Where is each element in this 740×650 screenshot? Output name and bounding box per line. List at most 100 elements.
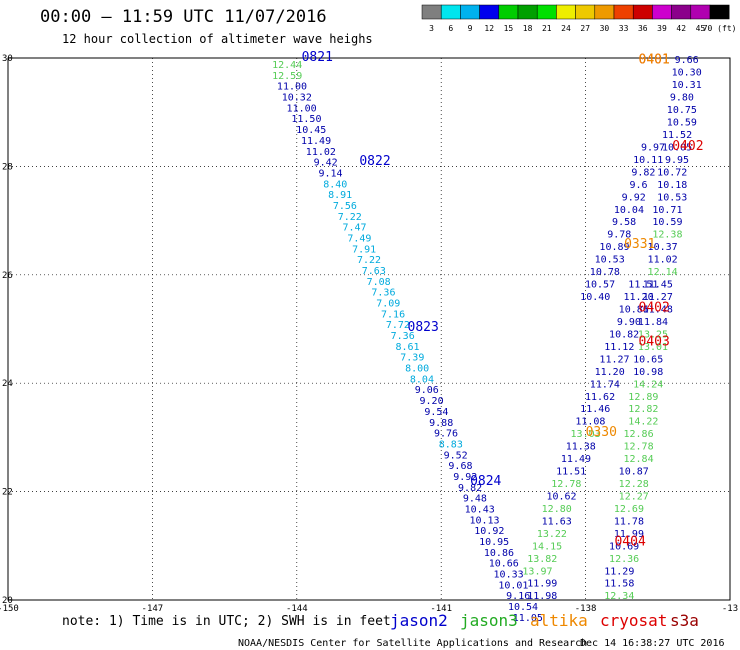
swh-value: 13.03 — [571, 429, 601, 440]
colorbar-label: 30 — [600, 24, 610, 33]
swh-value: 10.92 — [474, 526, 504, 537]
swh-value: 11.50 — [291, 114, 321, 125]
swh-value: 7.08 — [367, 277, 391, 288]
swh-value: 10.78 — [590, 267, 620, 278]
swh-value: 12.44 — [272, 60, 302, 71]
chart-subtitle: 12 hour collection of altimeter wave hei… — [62, 32, 373, 46]
colorbar-swatch — [575, 4, 596, 20]
swh-value: 12.28 — [619, 479, 649, 490]
swh-value: 7.36 — [371, 288, 395, 299]
swh-value: 11.45 — [643, 280, 673, 291]
colorbar-label: 70 (ft) — [703, 24, 737, 33]
swh-value: 9.20 — [420, 396, 444, 407]
swh-value: 11.49 — [301, 136, 331, 147]
swh-value: 9.82 — [631, 167, 655, 178]
x-tick-label: -141 — [430, 604, 452, 614]
swh-value: 10.32 — [282, 93, 312, 104]
colorbar-label: 6 — [448, 24, 453, 33]
legend-cryosat: cryosat — [600, 611, 667, 630]
swh-value: 7.36 — [391, 331, 415, 342]
swh-value: 10.13 — [469, 515, 499, 526]
swh-value: 9.6 — [630, 180, 648, 191]
legend-altika: altika — [530, 611, 588, 630]
colorbar-label: 45 — [696, 24, 706, 33]
swh-value: 7.22 — [338, 212, 362, 223]
swh-value: 10.98 — [633, 367, 663, 378]
x-tick-label: -147 — [142, 604, 164, 614]
legend-jason3: jason3 — [460, 611, 518, 630]
data-points: 12.4412.5911.0010.3211.0011.5010.4511.49… — [272, 55, 702, 624]
colorbar-swatch — [479, 4, 500, 20]
swh-value: 9.82 — [458, 483, 482, 494]
swh-value: 11.48 — [643, 304, 673, 315]
swh-value: 10.53 — [595, 255, 625, 266]
swh-value: 10.05 — [662, 142, 692, 153]
swh-value: 12.89 — [628, 392, 658, 403]
swh-value: 11.63 — [542, 516, 572, 527]
swh-value: 10.43 — [465, 504, 495, 515]
x-tick-label: -138 — [575, 604, 597, 614]
colorbar-label: 36 — [638, 24, 648, 33]
swh-value: 10.11 — [633, 155, 663, 166]
swh-value: 9.06 — [415, 385, 439, 396]
swh-value: 10.71 — [652, 205, 682, 216]
pass-label: 0402 — [639, 300, 670, 315]
swh-value: 13.97 — [522, 566, 552, 577]
swh-value: 9.14 — [318, 168, 342, 179]
colorbar-swatch — [498, 4, 519, 20]
pass-label: 0401 — [639, 53, 670, 68]
colorbar-label: 24 — [561, 24, 571, 33]
swh-value: 11.02 — [648, 255, 678, 266]
swh-value: 11.84 — [638, 317, 668, 328]
colorbar-swatch — [709, 4, 730, 20]
swh-value: 9.95 — [665, 155, 689, 166]
swh-value: 12.59 — [272, 71, 302, 82]
grid — [8, 58, 730, 600]
swh-value: 9.42 — [314, 158, 338, 169]
swh-value: 10.72 — [657, 167, 687, 178]
swh-value: 13.01 — [638, 342, 668, 353]
swh-value: 11.58 — [604, 579, 634, 590]
y-tick-label: 20 — [2, 596, 13, 606]
swh-value: 7.47 — [343, 223, 367, 234]
legend-s3a: s3a — [670, 611, 699, 630]
swh-value: 11.20 — [623, 292, 653, 303]
colorbar-label: 39 — [657, 24, 667, 33]
swh-value: 10.04 — [614, 205, 644, 216]
colorbar-swatch — [421, 4, 442, 20]
swh-value: 10.18 — [657, 180, 687, 191]
swh-value: 10.69 — [609, 541, 639, 552]
pass-label: 0823 — [408, 320, 439, 335]
swh-value: 8.00 — [405, 364, 429, 375]
colorbar-swatch — [536, 4, 557, 20]
swh-value: 11.98 — [527, 591, 557, 602]
swh-value: 10.86 — [619, 304, 649, 315]
pass-label: 0330 — [586, 425, 617, 440]
swh-value: 14.24 — [633, 379, 663, 390]
swh-value: 14.22 — [628, 417, 658, 428]
swh-value: 9.48 — [463, 494, 487, 505]
colorbar-label: 9 — [468, 24, 473, 33]
colorbar-label: 12 — [484, 24, 494, 33]
plot-frame — [7, 57, 731, 601]
swh-value: 9.76 — [434, 429, 458, 440]
swh-value: 10.53 — [657, 192, 687, 203]
colorbar-label: 33 — [619, 24, 629, 33]
pass-label: 0404 — [614, 534, 645, 549]
swh-value: 10.62 — [546, 491, 576, 502]
swh-value: 7.72 — [386, 320, 410, 331]
swh-value: 10.01 — [498, 580, 528, 591]
satellite-legend: jason2 jason3 altika cryosat s3a — [390, 611, 699, 630]
swh-value: 7.22 — [357, 255, 381, 266]
swh-value: 12.78 — [551, 479, 581, 490]
swh-value: 11.20 — [595, 367, 625, 378]
swh-value: 8.91 — [328, 190, 352, 201]
colorbar-swatch — [440, 4, 461, 20]
colorbar-swatch — [594, 4, 615, 20]
pass-label: 0402 — [672, 139, 703, 154]
pass-label: 0821 — [302, 50, 333, 65]
pass-label: 0824 — [470, 474, 501, 489]
colorbar-label: 21 — [542, 24, 552, 33]
